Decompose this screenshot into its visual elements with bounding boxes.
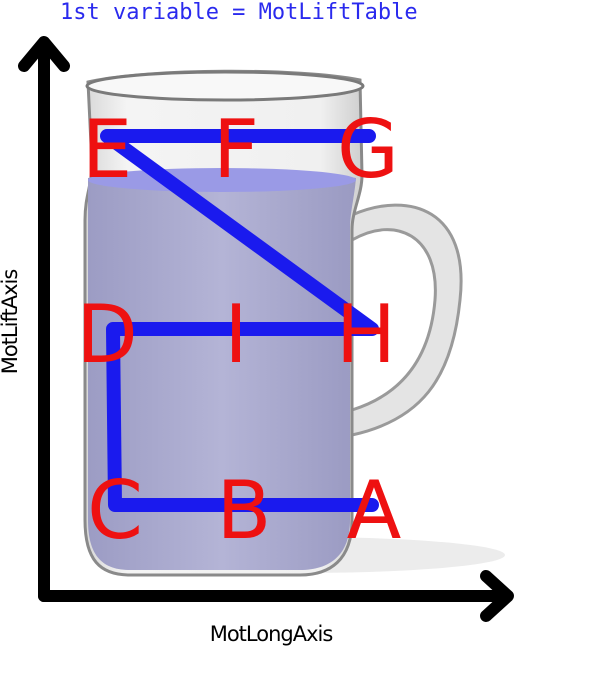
point-label-c: C	[87, 464, 143, 557]
point-path	[100, 129, 379, 512]
point-label-f: F	[213, 103, 259, 196]
point-label-g: G	[337, 103, 399, 196]
diagram-title: 1st variable = MotLiftTable	[60, 0, 418, 25]
point-label-e: E	[82, 103, 133, 196]
point-label-i: I	[224, 288, 248, 381]
point-label-d: D	[76, 288, 138, 381]
y-axis-arrowhead	[18, 36, 70, 72]
path-line	[100, 129, 379, 512]
point-label-b: B	[217, 464, 272, 557]
axes	[18, 36, 514, 622]
x-axis-arrowhead	[480, 570, 514, 622]
point-label-a: A	[347, 464, 402, 557]
x-axis-label: MotLongAxis	[210, 622, 333, 646]
point-label-h: H	[336, 288, 396, 381]
y-axis-label: MotLiftAxis	[0, 270, 22, 375]
